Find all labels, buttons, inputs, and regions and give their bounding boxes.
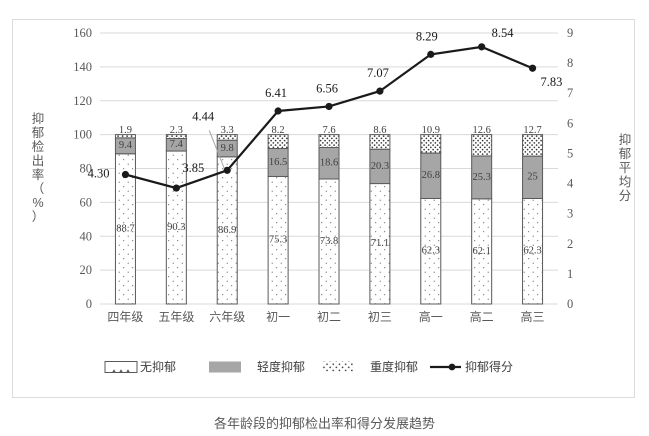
svg-text:120: 120 xyxy=(73,94,92,108)
svg-text:0: 0 xyxy=(86,297,92,311)
svg-text:7.6: 7.6 xyxy=(322,125,335,136)
svg-text:重度抑郁: 重度抑郁 xyxy=(370,359,418,374)
svg-text:20.3: 20.3 xyxy=(371,161,389,172)
svg-text:25: 25 xyxy=(527,172,538,183)
svg-text:7.83: 7.83 xyxy=(541,75,563,89)
svg-text:抑郁得分: 抑郁得分 xyxy=(465,359,513,374)
svg-text:26.8: 26.8 xyxy=(422,170,440,181)
svg-text:6.41: 6.41 xyxy=(265,86,287,100)
svg-text:8: 8 xyxy=(567,56,573,70)
svg-text:8.6: 8.6 xyxy=(373,125,386,136)
svg-text:86.9: 86.9 xyxy=(218,225,236,236)
svg-text:抑: 抑 xyxy=(619,132,632,147)
svg-text:7.07: 7.07 xyxy=(367,66,389,80)
svg-text:初一: 初一 xyxy=(266,310,290,324)
svg-text:平: 平 xyxy=(619,161,632,175)
svg-text:均: 均 xyxy=(619,175,632,189)
svg-text:3: 3 xyxy=(567,207,573,221)
svg-text:高三: 高三 xyxy=(521,309,545,324)
svg-text:1.9: 1.9 xyxy=(119,125,132,136)
svg-text:出: 出 xyxy=(32,154,45,168)
svg-text:10.9: 10.9 xyxy=(422,125,440,136)
svg-text:分: 分 xyxy=(619,189,632,203)
svg-text:9.4: 9.4 xyxy=(119,140,133,151)
svg-text:郁: 郁 xyxy=(32,125,45,140)
svg-text:高二: 高二 xyxy=(470,309,494,324)
svg-text:四年级: 四年级 xyxy=(107,310,143,324)
svg-text:9.8: 9.8 xyxy=(221,143,234,154)
svg-text:100: 100 xyxy=(73,128,92,142)
svg-text:75.3: 75.3 xyxy=(269,235,287,246)
svg-text:高一: 高一 xyxy=(419,309,443,324)
svg-text:160: 160 xyxy=(73,26,92,40)
svg-text:3.85: 3.85 xyxy=(182,161,204,175)
svg-text:6: 6 xyxy=(567,116,573,130)
svg-text:初三: 初三 xyxy=(368,310,392,324)
svg-text:62.3: 62.3 xyxy=(422,246,440,257)
svg-text:62.1: 62.1 xyxy=(472,246,490,257)
svg-text:3.3: 3.3 xyxy=(221,125,234,136)
svg-text:18.6: 18.6 xyxy=(320,158,338,169)
svg-text:62.3: 62.3 xyxy=(523,246,541,257)
svg-text:郁: 郁 xyxy=(619,146,632,161)
svg-text:初二: 初二 xyxy=(317,310,341,324)
svg-text:9: 9 xyxy=(567,26,573,40)
svg-text:16.5: 16.5 xyxy=(269,157,287,168)
svg-text:73.8: 73.8 xyxy=(320,236,338,247)
svg-text:五年级: 五年级 xyxy=(158,310,194,324)
svg-text:8.2: 8.2 xyxy=(272,125,285,136)
svg-text:2: 2 xyxy=(567,237,573,251)
svg-text:六年级: 六年级 xyxy=(209,310,245,324)
svg-text:90.3: 90.3 xyxy=(167,222,185,233)
svg-text:71.1: 71.1 xyxy=(371,238,389,249)
svg-text:抑: 抑 xyxy=(32,111,45,126)
svg-text:轻度抑郁: 轻度抑郁 xyxy=(257,359,305,374)
svg-text:12.7: 12.7 xyxy=(523,125,541,136)
svg-text:4: 4 xyxy=(567,177,574,191)
svg-text:140: 140 xyxy=(73,60,92,74)
svg-text:7: 7 xyxy=(567,86,573,100)
svg-text:%: % xyxy=(32,196,43,210)
svg-text:88.7: 88.7 xyxy=(116,223,134,234)
svg-text:5: 5 xyxy=(567,146,573,160)
svg-text:1: 1 xyxy=(567,267,573,281)
svg-text:2.3: 2.3 xyxy=(170,125,183,136)
svg-text:12.6: 12.6 xyxy=(472,125,490,136)
svg-text:8.29: 8.29 xyxy=(416,29,438,43)
svg-text:0: 0 xyxy=(567,297,573,311)
svg-text:各年龄段的抑郁检出率和得分发展趋势: 各年龄段的抑郁检出率和得分发展趋势 xyxy=(214,416,435,431)
svg-text:检: 检 xyxy=(32,139,45,154)
svg-text:（: （ xyxy=(32,182,45,196)
svg-text:7.4: 7.4 xyxy=(170,139,184,150)
svg-text:60: 60 xyxy=(80,195,93,209)
svg-text:40: 40 xyxy=(80,229,93,243)
svg-text:率: 率 xyxy=(32,167,45,182)
svg-text:8.54: 8.54 xyxy=(492,26,515,40)
svg-text:25.3: 25.3 xyxy=(472,172,490,183)
svg-text:20: 20 xyxy=(80,263,93,277)
svg-text:4.44: 4.44 xyxy=(192,109,215,123)
svg-text:无抑郁: 无抑郁 xyxy=(140,359,176,374)
svg-text:）: ） xyxy=(32,210,45,224)
svg-text:80: 80 xyxy=(80,162,93,176)
svg-text:6.56: 6.56 xyxy=(316,81,338,95)
